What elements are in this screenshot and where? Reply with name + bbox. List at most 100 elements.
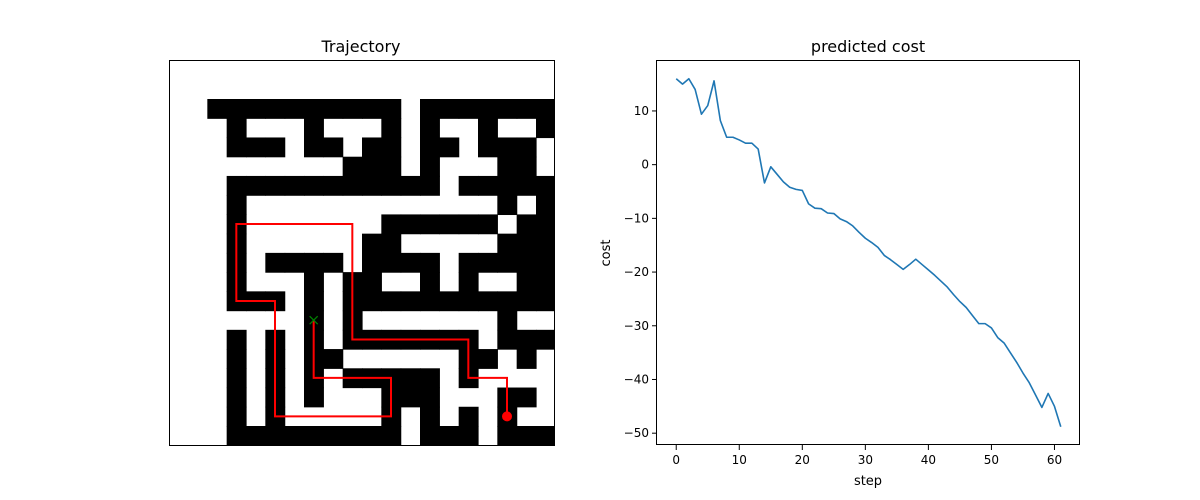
- maze-wall-cell: [226, 99, 247, 119]
- goal-marker-stroke: [309, 315, 319, 325]
- maze-wall-cell: [497, 233, 518, 254]
- maze-wall-cell: [516, 426, 537, 446]
- maze-wall-cell: [536, 195, 555, 216]
- cost-series: [675, 77, 1062, 427]
- trajectory-line: [235, 223, 508, 418]
- maze-wall-cell: [439, 214, 460, 235]
- x-tick-label: 60: [1047, 453, 1062, 467]
- maze-wall-cell: [362, 233, 382, 254]
- maze-wall-cell: [420, 368, 440, 389]
- cost-title: predicted cost: [811, 37, 925, 56]
- maze-wall-cell: [420, 252, 440, 273]
- maze-wall-cell: [226, 329, 247, 350]
- maze-wall-cell: [478, 291, 498, 312]
- maze-wall-cell: [400, 252, 421, 273]
- maze-wall-cell: [458, 291, 479, 312]
- trajectory-title: Trajectory: [321, 37, 401, 56]
- maze-wall-cell: [400, 291, 421, 312]
- maze-wall-cell: [284, 175, 305, 196]
- maze-wall-cell: [420, 272, 440, 292]
- maze-wall-cell: [458, 175, 479, 196]
- maze-wall-cell: [420, 387, 440, 408]
- maze-wall-cell: [362, 291, 382, 312]
- maze-wall-cell: [516, 252, 537, 273]
- maze-wall-cell: [226, 387, 247, 408]
- maze-wall-cell: [381, 426, 402, 446]
- cost-ylabel: cost: [599, 240, 614, 267]
- maze-wall-cell: [536, 118, 555, 139]
- y-tick-label: 0: [641, 158, 649, 172]
- maze-wall-cell: [420, 156, 440, 177]
- maze-wall-cell: [207, 99, 228, 119]
- x-tick-label: 20: [795, 453, 810, 467]
- maze-wall-cell: [458, 406, 479, 427]
- maze-wall-cell: [323, 252, 344, 273]
- maze-wall-cell: [497, 156, 518, 177]
- maze-wall-cell: [478, 252, 498, 273]
- maze-wall-cell: [226, 349, 247, 369]
- maze-wall-cell: [284, 99, 305, 119]
- maze-wall-cell: [420, 406, 440, 427]
- maze-wall-cell: [381, 233, 402, 254]
- maze-wall-cell: [439, 99, 460, 119]
- maze-wall-cell: [284, 426, 305, 446]
- maze-wall-cell: [420, 426, 440, 446]
- maze-wall-cell: [478, 214, 498, 235]
- maze-wall-cell: [226, 175, 247, 196]
- y-tick-label: 10: [634, 104, 649, 118]
- maze-wall-cell: [400, 175, 421, 196]
- maze-wall-cell: [304, 99, 324, 119]
- maze-wall-cell: [265, 252, 286, 273]
- maze-wall-cell: [342, 99, 363, 119]
- maze-wall-cell: [516, 214, 537, 235]
- maze-walls: [207, 99, 555, 446]
- maze-wall-cell: [381, 99, 402, 119]
- maze-wall-cell: [478, 99, 498, 119]
- maze-wall-cell: [516, 233, 537, 254]
- maze-wall-cell: [497, 252, 518, 273]
- trajectory-path: [235, 223, 512, 422]
- maze-wall-cell: [400, 368, 421, 389]
- maze-wall-cell: [420, 137, 440, 158]
- maze-wall-cell: [226, 368, 247, 389]
- maze-wall-cell: [420, 118, 440, 139]
- x-tick-label: 30: [858, 453, 873, 467]
- maze-wall-cell: [478, 137, 498, 158]
- y-tick-label: −40: [624, 372, 649, 386]
- maze-wall-cell: [497, 175, 518, 196]
- maze-wall-cell: [226, 426, 247, 446]
- maze-wall-cell: [323, 426, 344, 446]
- maze-wall-cell: [536, 291, 555, 312]
- maze-wall-cell: [381, 175, 402, 196]
- maze-wall-cell: [342, 156, 363, 177]
- maze-wall-cell: [458, 99, 479, 119]
- maze-wall-cell: [362, 137, 382, 158]
- maze-wall-cell: [516, 329, 537, 350]
- y-tick-label: −20: [624, 265, 649, 279]
- cost-line-path: [675, 77, 1062, 427]
- maze-wall-cell: [362, 272, 382, 292]
- maze-wall-cell: [381, 291, 402, 312]
- maze-wall-cell: [536, 175, 555, 196]
- maze-wall-cell: [536, 272, 555, 292]
- maze-wall-cell: [323, 349, 344, 369]
- maze-wall-cell: [400, 387, 421, 408]
- maze-wall-cell: [497, 99, 518, 119]
- maze-wall-cell: [323, 175, 344, 196]
- maze-wall-cell: [478, 349, 498, 369]
- maze-wall-cell: [304, 426, 324, 446]
- maze-wall-cell: [458, 214, 479, 235]
- maze-wall-cell: [381, 214, 402, 235]
- start-marker: [502, 411, 512, 422]
- maze-wall-cell: [478, 118, 498, 139]
- cost-panel: predicted cost 0 10 20 30 40 50 60 −50 −40 −30 −20…: [599, 37, 1080, 489]
- maze-wall-cell: [536, 233, 555, 254]
- maze-wall-cell: [516, 291, 537, 312]
- maze-wall-cell: [304, 252, 324, 273]
- maze-wall-cell: [265, 99, 286, 119]
- maze-wall-cell: [246, 137, 266, 158]
- maze-wall-cell: [265, 426, 286, 446]
- maze-wall-cell: [400, 214, 421, 235]
- maze-wall-cell: [304, 118, 324, 139]
